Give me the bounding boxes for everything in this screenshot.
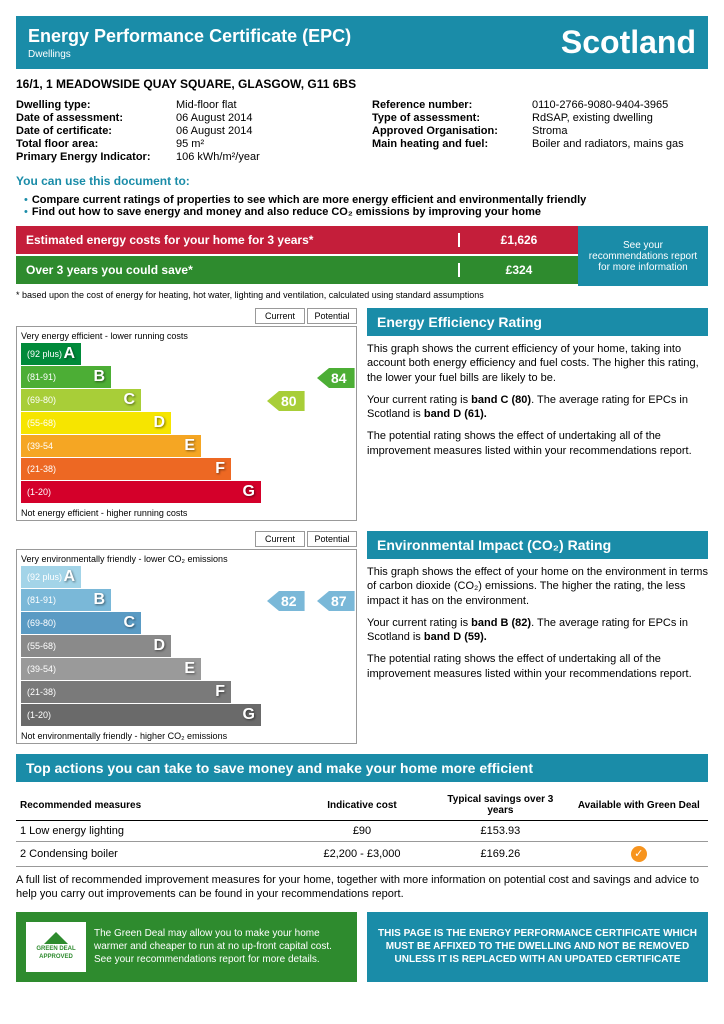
band-D: (55-68)D xyxy=(21,412,171,434)
col-current2: Current xyxy=(255,531,305,547)
eff-p1: This graph shows the current efficiency … xyxy=(367,342,708,385)
band-A: (92 plus)A xyxy=(21,343,81,365)
band-C: (69-80)C xyxy=(21,612,141,634)
eff-p2: Your current rating is band C (80). The … xyxy=(367,393,708,422)
info-label: Date of certificate: xyxy=(16,125,176,137)
cost-table: Estimated energy costs for your home for… xyxy=(16,226,708,286)
info-value: 06 August 2014 xyxy=(176,125,252,137)
table-row: 1 Low energy lighting£90£153.93 xyxy=(16,821,708,842)
col-header: Indicative cost xyxy=(293,790,431,821)
use-item: •Compare current ratings of properties t… xyxy=(24,194,708,206)
green-deal-box: GREEN DEAL APPROVED The Green Deal may a… xyxy=(16,912,357,982)
use-header: You can use this document to: xyxy=(16,174,708,188)
doc-title: Energy Performance Certificate (EPC) xyxy=(28,26,351,47)
info-value: 95 m² xyxy=(176,138,204,150)
info-label: Dwelling type: xyxy=(16,99,176,111)
environmental-chart: Very environmentally friendly - lower CO… xyxy=(16,549,357,744)
certificate-notice: THIS PAGE IS THE ENERGY PERFORMANCE CERT… xyxy=(367,912,708,982)
info-label: Main heating and fuel: xyxy=(372,138,532,150)
env-p2: Your current rating is band B (82). The … xyxy=(367,616,708,645)
info-grid: Dwelling type:Mid-floor flatDate of asse… xyxy=(16,99,708,164)
cost-side-note: See your recommendations report for more… xyxy=(578,226,708,286)
header: Energy Performance Certificate (EPC) Dwe… xyxy=(16,16,708,69)
band-E: (39-54)E xyxy=(21,658,201,680)
env-top-caption: Very environmentally friendly - lower CO… xyxy=(21,554,352,564)
col-header: Recommended measures xyxy=(16,790,293,821)
info-value: 0110-2766-9080-9404-3965 xyxy=(532,99,668,111)
recommendations-table: Recommended measuresIndicative costTypic… xyxy=(16,790,708,867)
current-arrow: 82 xyxy=(267,591,305,611)
band-G: (1-20)G xyxy=(21,481,261,503)
green-deal-text: The Green Deal may allow you to make you… xyxy=(94,927,347,966)
col-potential: Potential xyxy=(307,308,357,324)
cost-row2-label: Over 3 years you could save* xyxy=(16,263,458,277)
info-value: Stroma xyxy=(532,125,567,137)
info-value: Boiler and radiators, mains gas xyxy=(532,138,684,150)
env-bot-caption: Not environmentally friendly - higher CO… xyxy=(21,731,227,741)
band-C: (69-80)C xyxy=(21,389,141,411)
cost-row1-val: £1,626 xyxy=(458,233,578,247)
col-potential2: Potential xyxy=(307,531,357,547)
efficiency-chart: Very energy efficient - lower running co… xyxy=(16,326,357,521)
info-value: 106 kWh/m²/year xyxy=(176,151,260,163)
info-label: Type of assessment: xyxy=(372,112,532,124)
info-label: Primary Energy Indicator: xyxy=(16,151,176,163)
eff-section-title: Energy Efficiency Rating xyxy=(367,308,708,336)
band-D: (55-68)D xyxy=(21,635,171,657)
info-label: Reference number: xyxy=(372,99,532,111)
doc-subtitle: Dwellings xyxy=(28,49,351,60)
check-icon: ✓ xyxy=(631,846,647,862)
use-item: •Find out how to save energy and money a… xyxy=(24,206,708,218)
info-label: Approved Organisation: xyxy=(372,125,532,137)
info-value: 06 August 2014 xyxy=(176,112,252,124)
eff-bot-caption: Not energy efficient - higher running co… xyxy=(21,508,187,518)
env-p3: The potential rating shows the effect of… xyxy=(367,652,708,681)
eff-top-caption: Very energy efficient - lower running co… xyxy=(21,331,352,341)
table-row: 2 Condensing boiler£2,200 - £3,000£169.2… xyxy=(16,842,708,867)
potential-arrow: 84 xyxy=(317,368,355,388)
col-current: Current xyxy=(255,308,305,324)
col-header: Available with Green Deal xyxy=(570,790,708,821)
cost-footnote: * based upon the cost of energy for heat… xyxy=(16,290,708,300)
cost-row2-val: £324 xyxy=(458,263,578,277)
info-value: Mid-floor flat xyxy=(176,99,237,111)
band-A: (92 plus)A xyxy=(21,566,81,588)
info-value: RdSAP, existing dwelling xyxy=(532,112,653,124)
env-section-title: Environmental Impact (CO₂) Rating xyxy=(367,531,708,559)
current-arrow: 80 xyxy=(267,391,305,411)
cost-row1-label: Estimated energy costs for your home for… xyxy=(16,233,458,247)
top-actions-title: Top actions you can take to save money a… xyxy=(16,754,708,782)
address: 16/1, 1 MEADOWSIDE QUAY SQUARE, GLASGOW,… xyxy=(16,77,708,91)
band-F: (21-38)F xyxy=(21,458,231,480)
col-header: Typical savings over 3 years xyxy=(431,790,569,821)
rec-footer: A full list of recommended improvement m… xyxy=(16,873,708,902)
env-p1: This graph shows the effect of your home… xyxy=(367,565,708,608)
band-E: (39-54E xyxy=(21,435,201,457)
region: Scotland xyxy=(561,24,696,61)
info-label: Total floor area: xyxy=(16,138,176,150)
potential-arrow: 87 xyxy=(317,591,355,611)
band-G: (1-20)G xyxy=(21,704,261,726)
band-F: (21-38)F xyxy=(21,681,231,703)
eff-p3: The potential rating shows the effect of… xyxy=(367,429,708,458)
green-deal-logo: GREEN DEAL APPROVED xyxy=(26,922,86,972)
band-B: (81-91)B xyxy=(21,589,111,611)
band-B: (81-91)B xyxy=(21,366,111,388)
info-label: Date of assessment: xyxy=(16,112,176,124)
